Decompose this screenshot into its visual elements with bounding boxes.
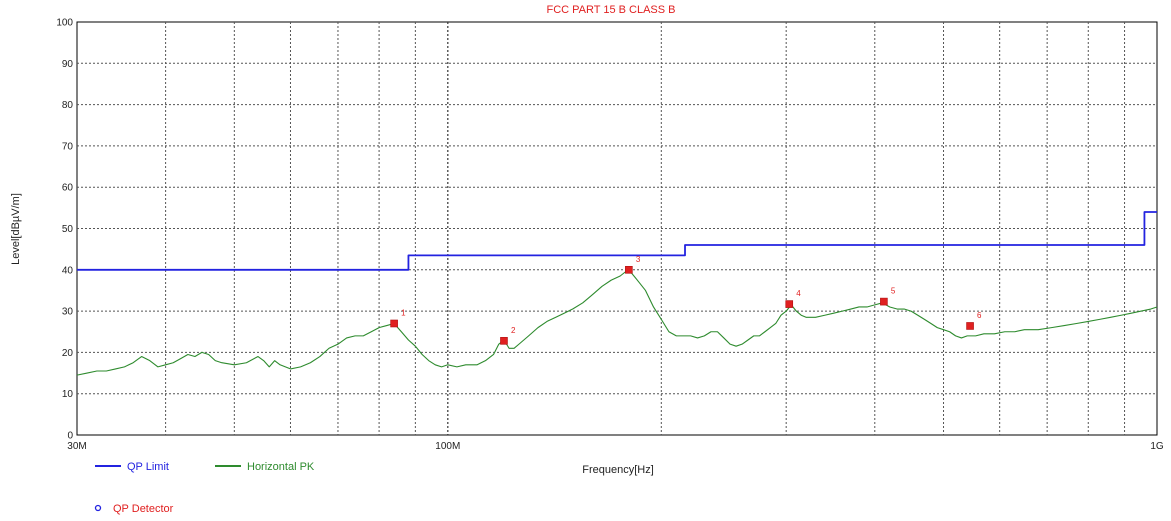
y-tick-label: 70 (62, 141, 74, 152)
y-tick-label: 20 (62, 348, 74, 359)
marker-label: 5 (891, 287, 896, 296)
marker-layer: 1 2 3 4 5 6 (390, 255, 982, 345)
y-tick-label: 10 (62, 389, 74, 400)
y-axis-label: Level[dBµV/m] (10, 193, 22, 265)
y-tick-label: 90 (62, 59, 74, 70)
x-axis-ticks: 30M 100M 1G (67, 441, 1164, 452)
chart-title: FCC PART 15 B CLASS B (547, 4, 676, 16)
marker-label: 1 (401, 308, 406, 317)
qp-marker (625, 265, 633, 274)
qp-marker (500, 337, 508, 345)
legend-label: Horizontal PK (247, 461, 315, 473)
y-tick-label: 80 (62, 100, 74, 111)
legend: QP Limit Horizontal PK QP Detector (94, 461, 315, 515)
qp-marker (390, 319, 398, 328)
y-axis-ticks: 0 10 20 30 40 50 60 70 80 90 100 (56, 18, 73, 442)
marker-label: 2 (511, 326, 516, 335)
y-tick-label: 30 (62, 307, 74, 318)
marker-label: 4 (796, 289, 801, 298)
y-tick-label: 0 (67, 431, 73, 442)
qp-marker (966, 322, 974, 330)
y-tick-label: 100 (56, 18, 73, 29)
x-tick-label: 1G (1150, 441, 1164, 452)
legend-label: QP Detector (113, 503, 174, 515)
y-tick-label: 40 (62, 265, 74, 276)
marker-label: 3 (636, 255, 641, 264)
qp-marker (785, 300, 794, 308)
y-tick-label: 60 (62, 183, 74, 194)
qp-marker (880, 297, 888, 306)
grid (77, 22, 1157, 435)
series-qp-limit (77, 211, 1157, 271)
x-tick-label: 30M (67, 441, 86, 452)
legend-label: QP Limit (127, 461, 169, 473)
legend-swatch (94, 504, 102, 512)
x-axis-label: Frequency[Hz] (582, 464, 654, 476)
x-tick-label: 100M (435, 441, 460, 452)
marker-label: 6 (977, 311, 982, 320)
y-tick-label: 50 (62, 224, 74, 235)
